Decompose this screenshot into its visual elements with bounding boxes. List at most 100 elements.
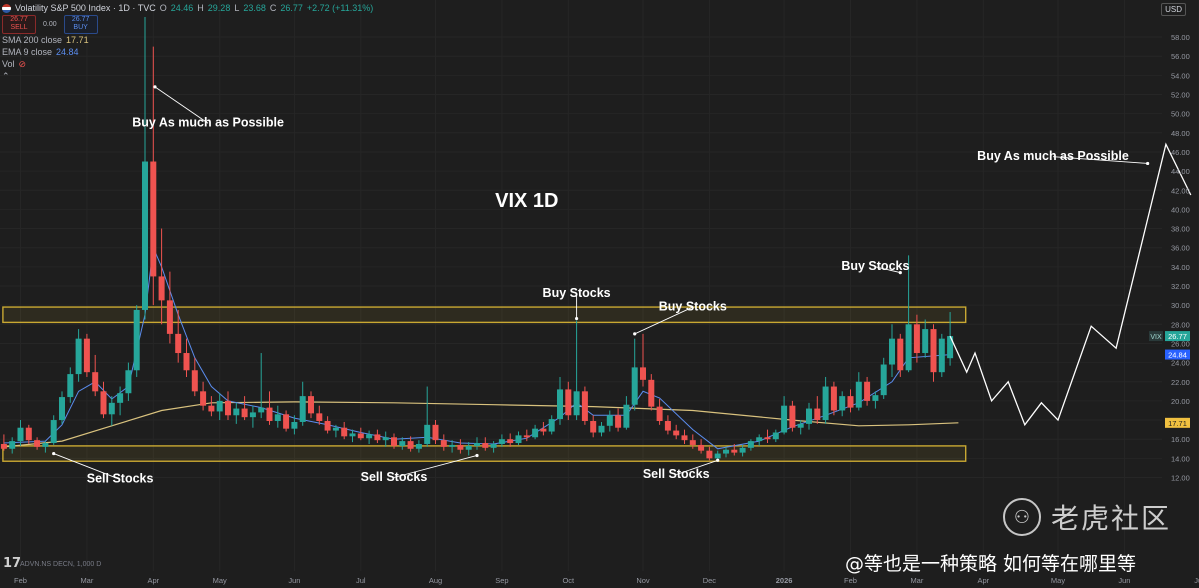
x-tick-label: May (1051, 576, 1065, 585)
change-value: +2.72 (+11.31%) (307, 3, 373, 13)
x-tick-label: Apr (977, 576, 989, 585)
candle-body (333, 428, 339, 431)
candle-body (889, 339, 895, 365)
candle-body (117, 393, 123, 403)
candle-body (26, 428, 32, 440)
annotation-anchor (52, 452, 55, 455)
x-tick-label: Mar (80, 576, 93, 585)
candle-body (582, 391, 588, 421)
candle-body (673, 431, 679, 436)
candle-body (208, 406, 214, 412)
candle-body (856, 382, 862, 408)
candle (84, 334, 90, 377)
sell-price: 26.77 (10, 16, 28, 24)
candle-body (34, 440, 40, 447)
candle-body (184, 353, 190, 370)
candle-body (134, 310, 140, 370)
y-tick-label: 32.00 (1171, 282, 1190, 291)
y-tick-label: 12.00 (1171, 474, 1190, 483)
candle-body (922, 329, 928, 353)
candle-body (516, 435, 522, 443)
ema-legend-row[interactable]: EMA 9 close 24.84 (2, 46, 373, 58)
y-tick-label: 36.00 (1171, 244, 1190, 253)
watermark: ⚇ 老虎社区 (1003, 497, 1171, 537)
us-flag-icon (2, 4, 11, 13)
symbol-title[interactable]: Volatility S&P 500 Index · 1D · TVC (15, 3, 156, 13)
tradingview-logo: 17 (3, 556, 21, 571)
y-tick-label: 20.00 (1171, 397, 1190, 406)
watermark-text: 老虎社区 (1051, 497, 1171, 537)
candle-body (540, 429, 546, 432)
price-label-value: 24.84 (1168, 351, 1187, 360)
y-tick-label: 16.00 (1171, 435, 1190, 444)
candle-body (225, 401, 231, 415)
candle-body (142, 162, 148, 310)
candle-body (831, 387, 837, 411)
candle-body (399, 441, 405, 446)
sell-button[interactable]: 26.77 SELL (2, 15, 36, 34)
legend-title-row: Volatility S&P 500 Index · 1D · TVC O 24.… (2, 2, 373, 14)
sell-label: SELL (10, 24, 27, 32)
candle-body (698, 445, 704, 451)
x-tick-label: Jul (1194, 576, 1199, 585)
y-tick-label: 56.00 (1171, 52, 1190, 61)
candle-body (839, 396, 845, 410)
annotation: Buy Stocks (841, 259, 909, 274)
x-tick-label: Oct (562, 576, 575, 585)
x-tick-label: Jul (356, 576, 366, 585)
candle-body (789, 406, 795, 428)
annotation-text: Buy Stocks (659, 299, 727, 313)
candle-body (482, 443, 488, 448)
chart-legend: Volatility S&P 500 Index · 1D · TVC O 24.… (2, 2, 373, 82)
close-label: C (270, 3, 277, 13)
candle-body (682, 435, 688, 440)
y-tick-label: 50.00 (1171, 110, 1190, 119)
buy-price: 26.77 (72, 16, 90, 24)
y-tick-label: 46.00 (1171, 148, 1190, 157)
candle-body (267, 408, 273, 421)
candle-body (648, 380, 654, 407)
candle-body (491, 444, 497, 448)
author-caption: @等也是一种策略 如何等在哪里等 (845, 549, 1136, 576)
candle-body (233, 409, 239, 416)
candle-body (391, 437, 397, 446)
spread-value: 0.00 (43, 21, 57, 28)
candle-body (565, 389, 571, 415)
candle-body (192, 370, 198, 391)
candle-body (366, 434, 372, 438)
y-tick-label: 58.00 (1171, 33, 1190, 42)
candle-body (781, 406, 787, 433)
x-tick-label: Feb (844, 576, 857, 585)
buy-button[interactable]: 26.77 BUY (64, 15, 98, 34)
candle (134, 305, 140, 377)
y-tick-label: 14.00 (1171, 454, 1190, 463)
vol-legend-row[interactable]: Vol ⊘ (2, 58, 373, 70)
annotation-anchor (575, 317, 578, 320)
x-tick-label: Nov (636, 576, 650, 585)
hidden-eye-icon[interactable]: ⊘ (19, 59, 27, 70)
candle-body (632, 367, 638, 404)
candle-body (623, 405, 629, 428)
candle-body (300, 396, 306, 422)
currency-selector[interactable]: USD (1161, 3, 1186, 16)
x-tick-label: Jun (1118, 576, 1130, 585)
annotation-text: Buy Stocks (543, 286, 611, 300)
candle-body (291, 422, 297, 429)
candle (582, 387, 588, 425)
price-label: VIX 26.77 (1149, 331, 1190, 341)
candle-body (723, 450, 729, 454)
y-tick-label: 52.00 (1171, 91, 1190, 100)
candle-body (814, 409, 820, 420)
price-label: 24.84 (1165, 350, 1190, 360)
chevron-up-icon[interactable]: ⌃ (2, 71, 10, 82)
candle-body (640, 367, 646, 379)
sma-legend-row[interactable]: SMA 200 close 17.71 (2, 34, 373, 46)
candle-body (881, 365, 887, 396)
price-label-value: 17.71 (1168, 419, 1187, 428)
buy-label: BUY (73, 24, 87, 32)
candle-body (449, 445, 455, 447)
candle-body (615, 415, 621, 427)
candle-body (706, 451, 712, 459)
y-tick-label: 30.00 (1171, 301, 1190, 310)
y-tick-label: 24.00 (1171, 359, 1190, 368)
